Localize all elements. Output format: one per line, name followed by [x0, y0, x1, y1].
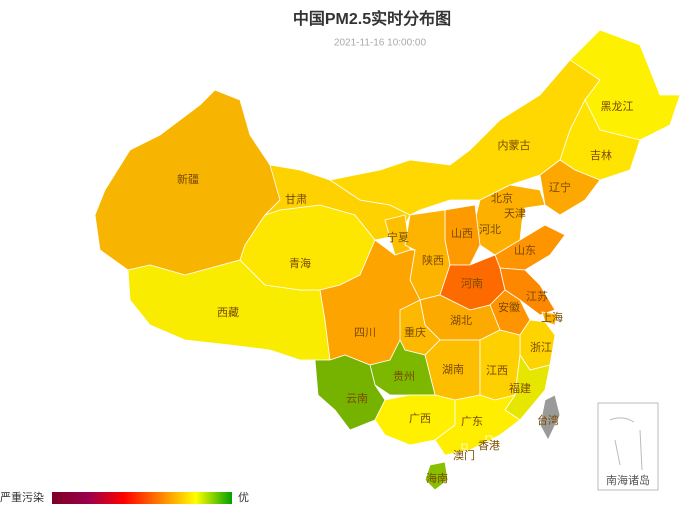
legend-low: 优 [238, 491, 249, 504]
province [485, 435, 493, 442]
province-label: 浙江 [530, 341, 552, 354]
province [541, 311, 558, 326]
province-label: 西藏 [217, 306, 239, 319]
province [539, 394, 561, 441]
province [461, 443, 468, 450]
inset-frame [597, 402, 659, 491]
province-label: 河南 [461, 277, 483, 290]
province-label: 广东 [461, 415, 483, 428]
province-label: 青海 [289, 256, 311, 270]
title: 中国PM2.5实时分布图 [293, 9, 451, 28]
province-label: 重庆 [404, 325, 426, 339]
province-label: 贵州 [393, 370, 415, 383]
province [434, 394, 521, 456]
province-label: 辽宁 [549, 180, 571, 194]
province-label: 内蒙古 [498, 138, 531, 152]
province-label: 北京 [491, 191, 513, 205]
province [539, 159, 601, 216]
province-label: 福建 [509, 381, 531, 395]
inset-label: 南海诸岛 [606, 473, 650, 487]
province-label: 澳门 [453, 448, 475, 462]
province-label: 山西 [451, 227, 473, 240]
province-label: 河北 [479, 223, 501, 236]
province-label: 江西 [486, 364, 508, 377]
province-label: 山东 [514, 244, 536, 257]
province-label: 陕西 [422, 253, 444, 267]
legend-high: 严重污染 [0, 490, 44, 504]
province [369, 339, 436, 396]
province-label: 香港 [478, 439, 500, 452]
province-label: 宁夏 [387, 230, 409, 244]
province-label: 云南 [346, 392, 368, 405]
province [424, 461, 449, 491]
province-label: 江苏 [526, 290, 548, 303]
legend-bar [52, 492, 232, 504]
inset-islands [609, 417, 643, 471]
province-label: 甘肃 [285, 193, 307, 206]
province-label: 台湾 [537, 413, 559, 427]
province-label: 上海 [541, 310, 563, 324]
province-label: 安徽 [498, 300, 520, 314]
province-label: 四川 [354, 327, 376, 339]
province-label: 新疆 [177, 172, 199, 186]
province-label: 天津 [504, 207, 526, 220]
province-label: 广西 [409, 412, 431, 425]
province [569, 29, 681, 141]
province-label: 湖北 [450, 314, 472, 327]
province-label: 海南 [426, 471, 448, 485]
province-label: 湖南 [442, 363, 464, 376]
province-label: 黑龙江 [601, 100, 634, 113]
subtitle: 2021-11-16 10:00:00 [334, 38, 427, 49]
province-label: 吉林 [590, 148, 612, 162]
